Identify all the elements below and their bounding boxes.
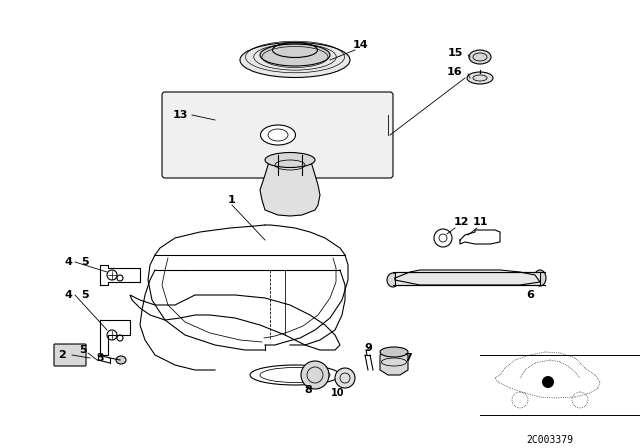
Text: 7: 7 xyxy=(404,353,412,363)
Ellipse shape xyxy=(240,43,350,78)
Text: 10: 10 xyxy=(332,388,345,398)
Text: 11: 11 xyxy=(472,217,488,227)
Text: 4: 4 xyxy=(64,290,72,300)
Text: 13: 13 xyxy=(172,110,188,120)
Text: 2: 2 xyxy=(58,350,66,360)
Polygon shape xyxy=(380,350,408,375)
Text: 12: 12 xyxy=(453,217,468,227)
Text: 4: 4 xyxy=(64,257,72,267)
Text: 2C003379: 2C003379 xyxy=(527,435,573,445)
Ellipse shape xyxy=(534,270,546,286)
Text: 1: 1 xyxy=(228,195,236,205)
FancyBboxPatch shape xyxy=(54,344,86,366)
Text: 16: 16 xyxy=(447,67,463,77)
Ellipse shape xyxy=(260,44,330,66)
Ellipse shape xyxy=(380,347,408,357)
Text: 9: 9 xyxy=(364,343,372,353)
Circle shape xyxy=(542,376,554,388)
Text: 3: 3 xyxy=(96,353,104,363)
Text: 6: 6 xyxy=(526,290,534,300)
Circle shape xyxy=(301,361,329,389)
Text: 8: 8 xyxy=(304,385,312,395)
FancyBboxPatch shape xyxy=(162,92,393,178)
Ellipse shape xyxy=(265,152,315,168)
Ellipse shape xyxy=(116,356,126,364)
Text: 14: 14 xyxy=(352,40,368,50)
Ellipse shape xyxy=(260,125,296,145)
Ellipse shape xyxy=(467,72,493,84)
Polygon shape xyxy=(260,156,320,216)
Ellipse shape xyxy=(469,50,491,64)
Circle shape xyxy=(335,368,355,388)
Text: 5: 5 xyxy=(79,345,87,355)
Text: 15: 15 xyxy=(447,48,463,58)
Text: 5: 5 xyxy=(81,257,89,267)
Polygon shape xyxy=(395,272,540,285)
Text: 5: 5 xyxy=(81,290,89,300)
Ellipse shape xyxy=(387,273,399,287)
